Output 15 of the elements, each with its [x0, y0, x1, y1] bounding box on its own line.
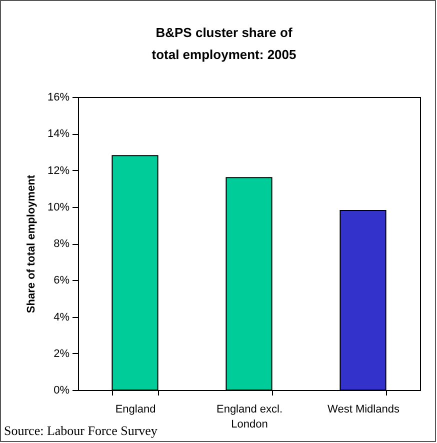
y-tick-label: 14% [47, 128, 70, 140]
chart-title: B&PS cluster share of total employment: 2005 [152, 25, 296, 62]
y-tick-label: 12% [47, 164, 70, 177]
y-tick-label: 0% [54, 384, 70, 396]
y-tick-label: 2% [54, 348, 70, 360]
x-tick-label: England [115, 404, 156, 416]
y-tick-label: 16% [47, 92, 70, 104]
x-tick-label: West Midlands [328, 404, 400, 416]
y-tick-label: 10% [47, 201, 70, 214]
y-tick-label: 4% [54, 311, 70, 324]
y-axis-title: Share of total employment [25, 174, 38, 314]
x-tick-label: England excl. London [216, 404, 283, 430]
y-tick-label: 8% [54, 238, 70, 250]
source-note: Source: Labour Force Survey [4, 423, 158, 439]
y-tick-label: 6% [54, 274, 70, 287]
